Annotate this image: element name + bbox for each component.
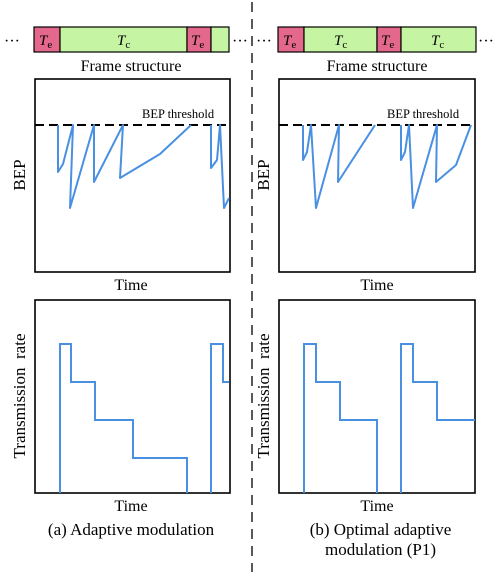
left-slot-label-estimation-2: Te [191, 33, 204, 51]
left-bep-ylabel: BEP [10, 159, 29, 190]
right-rate-ylabel: Transmission rate [254, 334, 273, 459]
left-rate-curve [59, 343, 188, 493]
right-bep-plot: BEP threshold BEP Time [254, 78, 476, 294]
left-frame-structure: ··· Te Tc Te ··· Frame structure [4, 26, 248, 75]
right-rate-plot: Transmission rate Time [254, 299, 476, 515]
left-caption: (a) Adaptive modulation [0, 520, 262, 540]
right-slot-transmission-1 [303, 26, 378, 53]
right-frame-ellipsis-right: ··· [478, 33, 494, 50]
left-bep-threshold-label: BEP threshold [142, 107, 215, 121]
left-frame-ellipsis-left: ··· [4, 33, 20, 50]
right-rate-xlabel: Time [360, 498, 393, 515]
right-caption: (b) Optimal adaptive modulation (P1) [262, 520, 499, 560]
left-bep-plot: BEP threshold BEP Time [10, 78, 231, 294]
left-slot-transmission-2 [210, 26, 230, 53]
left-rate-ylabel: Transmission rate [10, 334, 29, 459]
right-caption-line-2: modulation (P1) [325, 540, 436, 559]
left-rate-xlabel: Time [114, 498, 147, 515]
right-rate-curve-1 [303, 343, 378, 493]
right-bep-threshold-label: BEP threshold [387, 107, 460, 121]
left-frame-ellipsis-right: ··· [232, 33, 248, 50]
right-slot-label-transmission-1: Tc [334, 33, 347, 51]
left-frame-caption: Frame structure [81, 58, 182, 75]
right-frame-caption: Frame structure [327, 58, 428, 75]
left-rate-curve-tail [210, 343, 229, 493]
right-slot-label-transmission-2: Tc [431, 33, 444, 51]
right-frame-structure: ··· Te Tc Te Tc ··· Frame structure [256, 26, 494, 75]
right-bep-plot-frame [278, 78, 476, 273]
right-rate-curve-2 [400, 343, 475, 493]
left-caption-line-1: (a) Adaptive modulation [47, 520, 215, 539]
left-slot-label-transmission-1: Tc [117, 33, 130, 51]
right-frame-ellipsis-left: ··· [256, 33, 272, 50]
left-bep-curve-tail [210, 124, 230, 209]
right-panel: ··· Te Tc Te Tc ··· Frame structure BEP … [254, 26, 494, 515]
right-slot-estimation-1 [277, 26, 305, 53]
right-bep-xlabel: Time [360, 277, 393, 294]
right-bep-curve-2 [400, 124, 472, 209]
right-slot-label-estimation-1: Te [283, 33, 296, 51]
right-slot-estimation-2 [376, 26, 402, 53]
left-slot-estimation-1 [33, 26, 61, 53]
left-bep-plot-frame [34, 78, 231, 273]
right-slot-label-estimation-2: Te [381, 33, 394, 51]
right-slot-transmission-2 [400, 26, 477, 53]
left-bep-curve [57, 124, 192, 209]
left-slot-label-estimation-1: Te [39, 33, 52, 51]
left-rate-plot-frame [34, 299, 231, 494]
right-bep-curve-1 [302, 124, 376, 209]
left-rate-plot: Transmission rate Time [10, 299, 231, 515]
right-bep-ylabel: BEP [254, 159, 273, 190]
right-caption-line-1: (b) Optimal adaptive [309, 520, 452, 539]
left-slot-transmission-1 [59, 26, 188, 53]
left-bep-xlabel: Time [114, 277, 147, 294]
left-panel: ··· Te Tc Te ··· Frame structure BEP thr… [4, 26, 248, 515]
